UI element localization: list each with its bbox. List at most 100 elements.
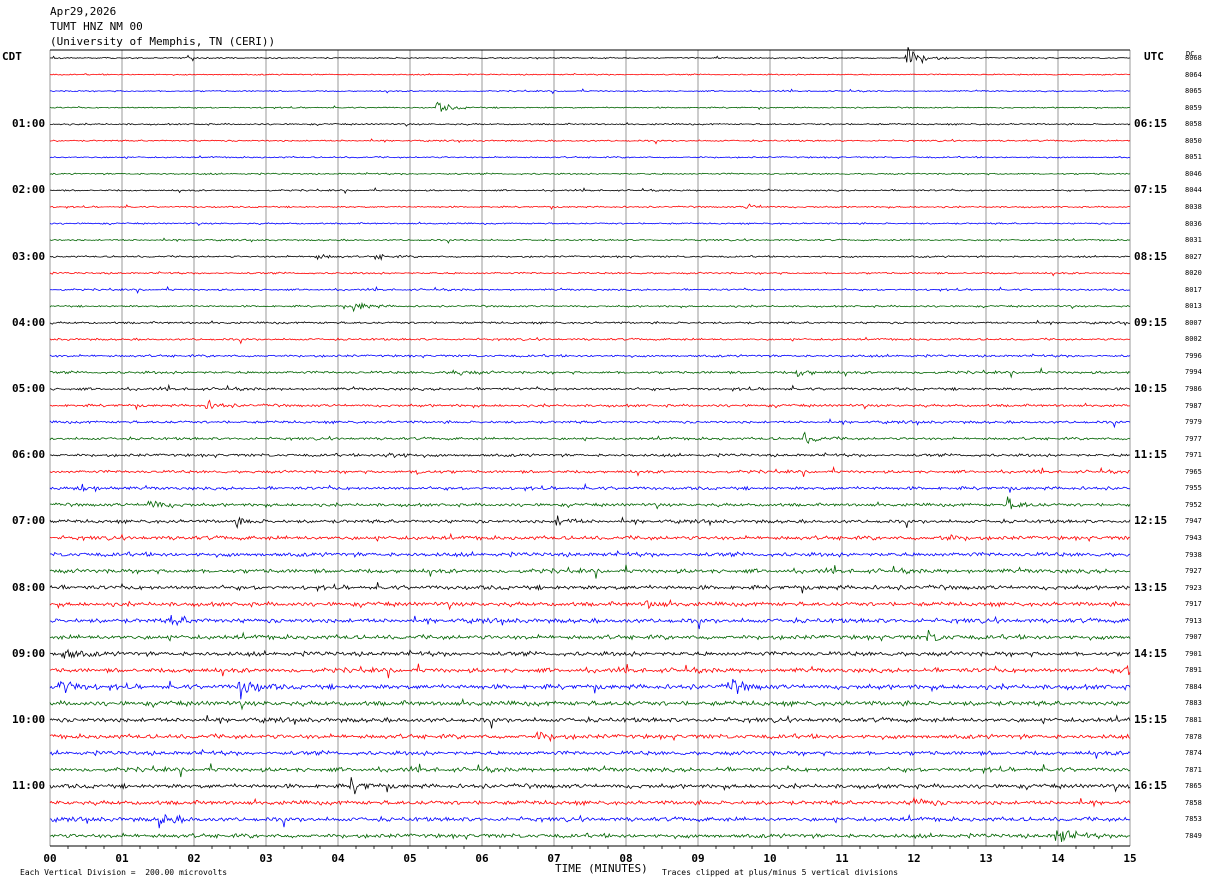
trace-line-38: [49, 678, 1131, 700]
dc-offset-label: 7871: [1185, 765, 1202, 774]
dc-offset-label: 7971: [1185, 451, 1202, 460]
x-tick-label: 07: [547, 852, 560, 865]
left-hour-label: 05:00: [12, 382, 46, 395]
x-tick-label: 11: [835, 852, 849, 865]
dc-offset-label: 7891: [1185, 666, 1202, 675]
header-date: Apr29,2026: [50, 5, 117, 18]
right-hour-label: 06:15: [1134, 117, 1168, 131]
trace-line-47: [49, 829, 1131, 843]
dc-offset-label: 7996: [1185, 351, 1202, 360]
dc-offset-label: 7901: [1185, 649, 1202, 658]
dc-offset-label: 7965: [1185, 467, 1202, 476]
right-hour-label: 07:15: [1134, 183, 1168, 197]
left-hour-label: 11:00: [12, 779, 46, 793]
dc-offset-label: 8027: [1185, 252, 1202, 261]
trace-line-13: [49, 271, 1130, 277]
x-tick-label: 01: [115, 852, 129, 865]
trace-line-40: [49, 714, 1131, 729]
dc-offset-label: 7883: [1185, 699, 1202, 708]
dc-offset-label: 7955: [1185, 484, 1202, 493]
trace-line-18: [49, 353, 1131, 359]
left-hour-label: 04:00: [12, 315, 46, 329]
right-hour-label: 12:15: [1134, 514, 1168, 528]
trace-line-8: [49, 187, 1131, 195]
dc-offset-label: 7986: [1185, 385, 1202, 393]
trace-line-37: [49, 663, 1131, 679]
trace-line-44: [49, 777, 1131, 795]
x-tick-label: 00: [43, 852, 56, 865]
dc-offset-label: 7853: [1185, 815, 1202, 824]
right-hour-label: 09:15: [1134, 315, 1168, 329]
trace-line-12: [49, 253, 1130, 261]
dc-offset-label: 8031: [1185, 236, 1202, 245]
dc-label: DC: [1186, 50, 1195, 58]
trace-line-11: [49, 237, 1131, 244]
dc-offset-label: 7865: [1185, 782, 1202, 791]
left-hour-label: 01:00: [12, 117, 46, 131]
left-hour-label: 08:00: [12, 580, 46, 594]
dc-offset-label: 8020: [1185, 269, 1202, 278]
trace-line-4: [50, 122, 1131, 127]
header-institution: (University of Memphis, TN (CERI)): [50, 35, 276, 48]
minute-gridlines: [49, 50, 1131, 846]
right-hour-label: 13:15: [1134, 580, 1168, 594]
trace-line-31: [49, 564, 1131, 579]
x-tick-label: 06: [475, 852, 489, 865]
clip-note: Traces clipped at plus/minus 5 vertical …: [662, 868, 899, 877]
trace-line-45: [49, 796, 1131, 808]
dc-offset-label: 8002: [1185, 335, 1202, 344]
dc-offset-label: 7952: [1185, 500, 1202, 509]
dc-offset-label: 7907: [1185, 633, 1202, 642]
dc-offset-label: 7994: [1185, 368, 1202, 377]
dc-offset-label: 7927: [1185, 567, 1202, 576]
dc-offset-label: 7858: [1185, 798, 1202, 807]
trace-line-0: [49, 46, 1131, 65]
dc-offset-label: 8017: [1185, 285, 1202, 294]
dc-offset-label: 7913: [1185, 616, 1202, 625]
dc-offset-label: 7884: [1185, 682, 1202, 691]
dc-offset-label: 7979: [1185, 418, 1202, 427]
trace-line-26: [49, 482, 1131, 493]
seismic-traces: [49, 46, 1131, 843]
right-hour-label: 16:15: [1134, 779, 1168, 793]
trace-line-1: [49, 73, 1131, 76]
trace-line-35: [49, 629, 1131, 642]
dc-offset-label: 8046: [1185, 169, 1202, 178]
trace-line-19: [49, 367, 1131, 379]
trace-line-33: [49, 598, 1131, 611]
x-tick-label: 14: [1051, 852, 1065, 865]
x-axis-label: TIME (MINUTES): [555, 862, 648, 875]
dc-offset-label: 8064: [1185, 70, 1202, 79]
trace-line-36: [49, 648, 1131, 659]
trace-line-43: [49, 763, 1131, 778]
right-hour-label: 15:15: [1134, 713, 1168, 726]
trace-line-41: [49, 731, 1131, 743]
trace-line-14: [49, 285, 1131, 294]
x-tick-label: 12: [907, 852, 920, 865]
trace-line-24: [49, 452, 1131, 459]
right-hour-label: 10:15: [1134, 382, 1168, 395]
x-tick-label: 04: [331, 852, 345, 865]
trace-line-5: [49, 138, 1131, 145]
dc-offset-label: 7923: [1185, 583, 1202, 592]
utc-label: UTC: [1144, 50, 1164, 63]
dc-offset-label: 8036: [1185, 219, 1202, 228]
left-hour-label: 02:00: [12, 183, 46, 197]
dc-offset-label: 7943: [1185, 533, 1202, 542]
trace-line-7: [49, 172, 1131, 176]
x-tick-label: 08: [619, 852, 632, 865]
trace-line-3: [49, 101, 1131, 112]
x-tick-label: 05: [403, 852, 416, 865]
trace-line-22: [49, 418, 1131, 429]
trace-line-25: [49, 465, 1130, 477]
dc-offset-label: 8044: [1185, 186, 1202, 195]
trace-line-27: [49, 496, 1131, 510]
dc-offset-label: 7977: [1185, 434, 1202, 443]
dc-offset-label: 7947: [1185, 517, 1202, 526]
x-tick-label: 02: [187, 852, 200, 865]
dc-offset-label: 8050: [1185, 136, 1202, 145]
x-tick-label: 03: [259, 852, 272, 865]
trace-line-42: [49, 748, 1131, 759]
x-axis-ticks: 00 01 02 03 04 05 06 07 08 09 10 11 12 13 14 15: [43, 49, 1137, 865]
trace-line-34: [49, 615, 1131, 630]
